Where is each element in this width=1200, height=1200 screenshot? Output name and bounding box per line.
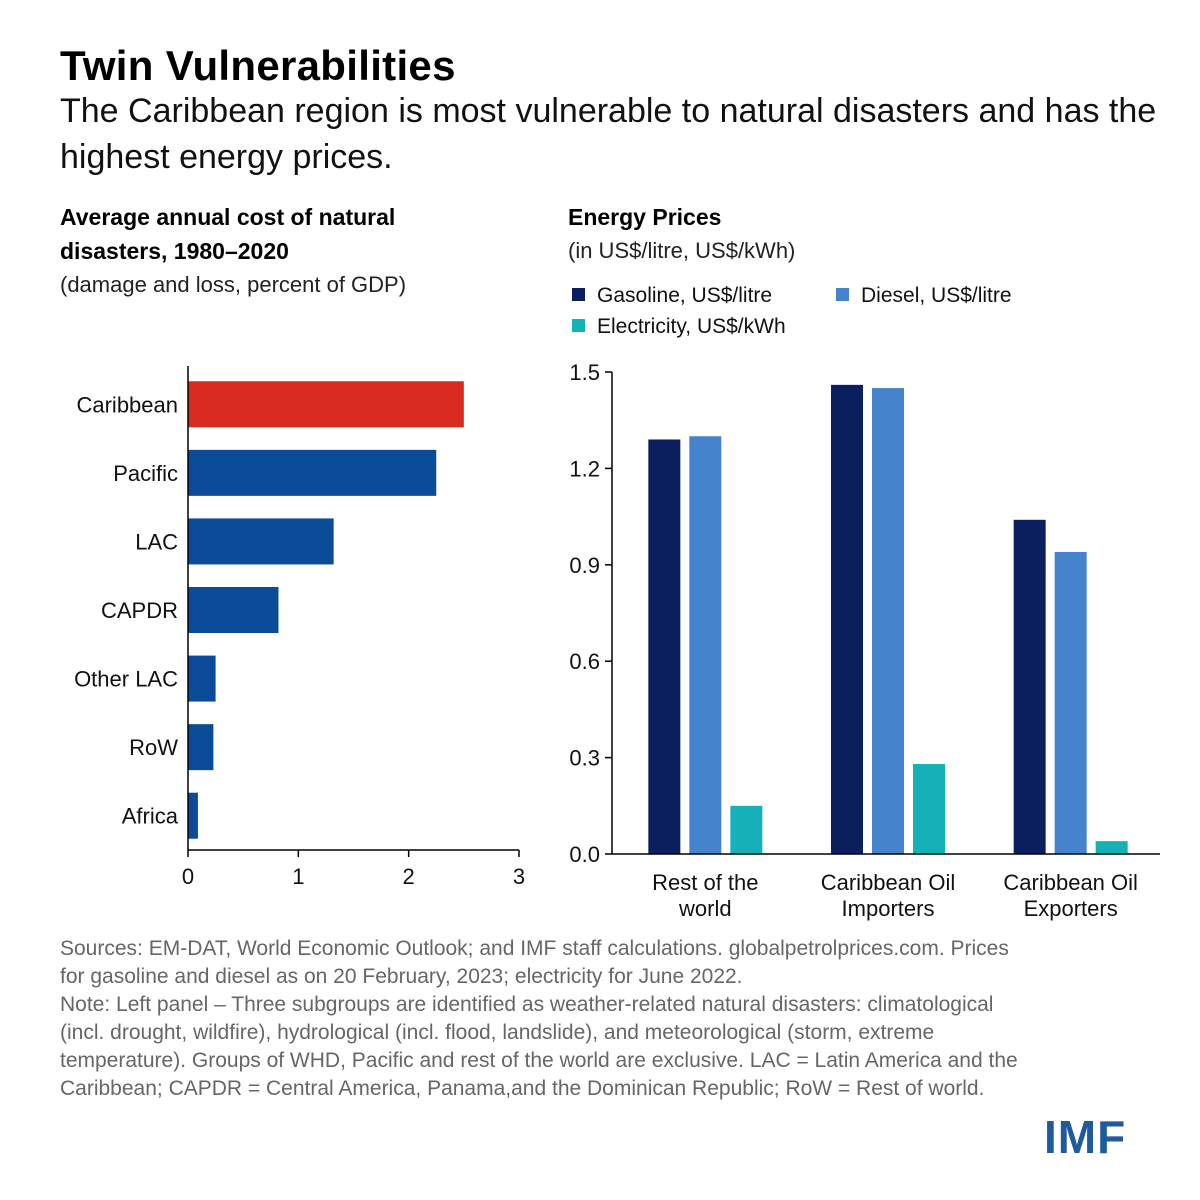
y-tick-label: 1.2 <box>569 456 600 481</box>
y-tick-label: 0.9 <box>569 553 600 578</box>
category-label-lac: LAC <box>135 529 178 554</box>
y-tick-label: 0.6 <box>569 649 600 674</box>
page-title: Twin Vulnerabilities <box>60 42 456 89</box>
legend-item-diesel: Diesel, US$/litre <box>836 283 1012 309</box>
category-label-africa: Africa <box>122 804 179 829</box>
x-tick-label: 0 <box>182 864 194 889</box>
legend-label-gasoline: Gasoline, US$/litre <box>597 284 773 307</box>
category-label-pacific: Pacific <box>113 461 178 486</box>
category-label-0: Rest of the world <box>652 870 758 921</box>
left-bar-chart: Caribbean Pacific LAC CAPDR Other LAC RoW Afri… <box>74 366 525 889</box>
bar-electricity-1 <box>913 764 945 854</box>
legend-label-diesel: Diesel, US$/litre <box>861 284 1012 307</box>
x-tick-label: 2 <box>403 864 415 889</box>
legend-swatch-diesel <box>836 288 849 301</box>
y-tick-label: 1.5 <box>569 360 600 385</box>
left-chart-subtitle: (damage and loss, percent of GDP) <box>60 272 407 297</box>
y-tick-label: 0.0 <box>569 842 600 867</box>
footnote-sources: Sources: EM-DAT, World Economic Outlook;… <box>60 937 1009 988</box>
bar-capdr <box>188 587 279 633</box>
x-tick-label: 3 <box>513 864 525 889</box>
left-chart-title: Average annual cost of natural disasters… <box>60 204 396 264</box>
bar-other-lac <box>188 655 216 702</box>
bar-lac <box>188 518 334 565</box>
category-label-caribbean: Caribbean <box>76 392 178 417</box>
category-label-other-lac: Other LAC <box>74 667 178 692</box>
bar-electricity-0 <box>730 805 763 854</box>
bar-diesel-0 <box>689 436 722 854</box>
legend-label-electricity: Electricity, US$/kWh <box>597 315 786 338</box>
right-chart-title: Energy Prices <box>568 204 722 230</box>
bar-diesel-2 <box>1054 551 1087 854</box>
bar-row <box>188 724 214 771</box>
category-label-capdr: CAPDR <box>101 598 178 623</box>
y-tick-label: 0.3 <box>569 746 600 771</box>
bar-caribbean <box>188 381 464 428</box>
legend-swatch-electricity <box>572 319 585 332</box>
legend-swatch-gasoline <box>572 288 585 301</box>
right-chart-subtitle: (in US$/litre, US$/kWh) <box>568 238 796 263</box>
right-bar-chart: Rest of the world Caribbean Oil Importers Ca… <box>569 360 1160 921</box>
category-label-1: Caribbean Oil Importers <box>821 870 956 921</box>
bar-gasoline-0 <box>648 439 681 854</box>
page-subtitle: The Caribbean region is most vulnerable … <box>60 92 1157 176</box>
footnote: Sources: EM-DAT, World Economic Outlook;… <box>60 935 1020 1103</box>
legend-item-electricity: Electricity, US$/kWh <box>572 314 786 340</box>
x-tick-label: 1 <box>292 864 304 889</box>
bar-gasoline-2 <box>1013 519 1046 854</box>
bar-diesel-1 <box>872 388 904 854</box>
legend-item-gasoline: Gasoline, US$/litre <box>572 283 772 309</box>
bar-africa <box>188 792 198 839</box>
imf-logo: IMF <box>1044 1111 1127 1163</box>
footnote-note: Note: Left panel – Three subgroups are i… <box>60 993 1018 1100</box>
bar-pacific <box>188 449 437 496</box>
category-label-2: Caribbean Oil Exporters <box>1003 870 1138 921</box>
bar-gasoline-1 <box>831 384 863 854</box>
bar-electricity-2 <box>1095 841 1128 854</box>
category-label-row: RoW <box>129 735 178 760</box>
